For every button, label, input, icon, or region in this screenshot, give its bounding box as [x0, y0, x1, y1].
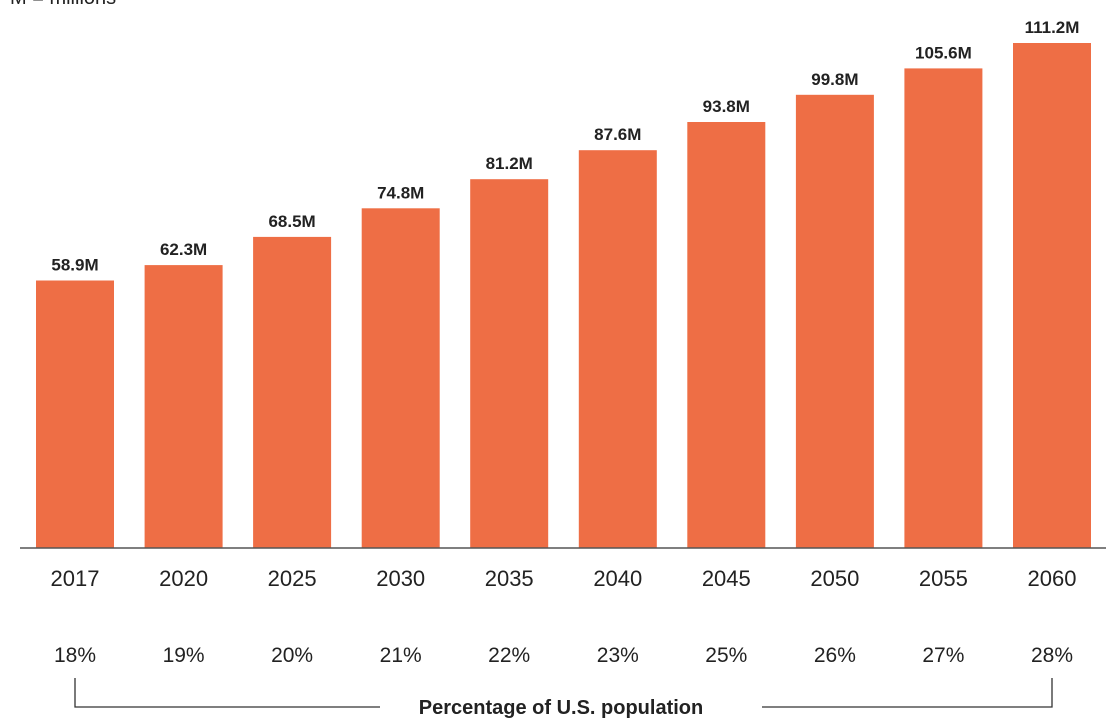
- percentage-label-2025: 20%: [271, 644, 313, 667]
- bar-2017: [36, 280, 114, 548]
- value-label-2040: 87.6M: [594, 125, 641, 144]
- value-label-2050: 99.8M: [811, 70, 858, 89]
- x-tick-label-2020: 2020: [159, 566, 208, 591]
- bar-2040: [578, 150, 657, 548]
- x-tick-label-2025: 2025: [268, 566, 317, 591]
- units-note: M = millions: [10, 0, 116, 9]
- percentage-labels: 18% 19% 20% 21% 22% 23% 25% 26% 27% 28%: [54, 644, 1073, 667]
- value-label-2017: 58.9M: [51, 256, 98, 275]
- percentage-label-2020: 19%: [163, 644, 205, 667]
- x-tick-label-2045: 2045: [702, 566, 751, 591]
- percentage-label-2055: 27%: [922, 644, 964, 667]
- bar-2045: [687, 122, 766, 548]
- bar-2060: [1013, 43, 1091, 548]
- x-tick-label-2050: 2050: [810, 566, 859, 591]
- bar-2025: [253, 236, 332, 548]
- bracket-line-left: [74, 678, 380, 708]
- value-label-2020: 62.3M: [160, 240, 207, 259]
- percentage-label-2035: 22%: [488, 644, 530, 667]
- percentage-label-2060: 28%: [1031, 644, 1073, 667]
- population-bracket: Percentage of U.S. population: [74, 678, 1053, 719]
- x-tick-label-2040: 2040: [593, 566, 642, 591]
- value-label-2045: 93.8M: [703, 97, 750, 116]
- percentage-label-2030: 21%: [380, 644, 422, 667]
- value-label-2055: 105.6M: [915, 43, 972, 62]
- x-tick-labels: 2017 2020 2025 2030 2035 2040 2045 2050 2055 2060: [51, 566, 1077, 591]
- bar-2030: [361, 208, 440, 549]
- x-tick-label-2055: 2055: [919, 566, 968, 591]
- percentage-label-2045: 25%: [705, 644, 747, 667]
- x-tick-label-2017: 2017: [51, 566, 100, 591]
- value-label-2035: 81.2M: [486, 154, 533, 173]
- percentage-label-2017: 18%: [54, 644, 96, 667]
- x-tick-label-2035: 2035: [485, 566, 534, 591]
- bar-2055: [904, 68, 983, 549]
- value-label-2030: 74.8M: [377, 183, 424, 202]
- percentage-label-2050: 26%: [814, 644, 856, 667]
- value-label-2060: 111.2M: [1025, 18, 1080, 37]
- x-tick-label-2060: 2060: [1028, 566, 1077, 591]
- bar-2035: [470, 179, 549, 548]
- bracket-label: Percentage of U.S. population: [419, 697, 703, 719]
- bar-2020: [144, 265, 223, 548]
- value-label-2025: 68.5M: [268, 212, 315, 231]
- bracket-line-right: [762, 678, 1053, 708]
- bar-2050: [795, 94, 874, 549]
- percentage-label-2040: 23%: [597, 644, 639, 667]
- x-tick-label-2030: 2030: [376, 566, 425, 591]
- bars-group: 58.9M 62.3M 68.5M 74.8M 81.2M 87.6M 93.8M 99.8M…: [36, 18, 1091, 549]
